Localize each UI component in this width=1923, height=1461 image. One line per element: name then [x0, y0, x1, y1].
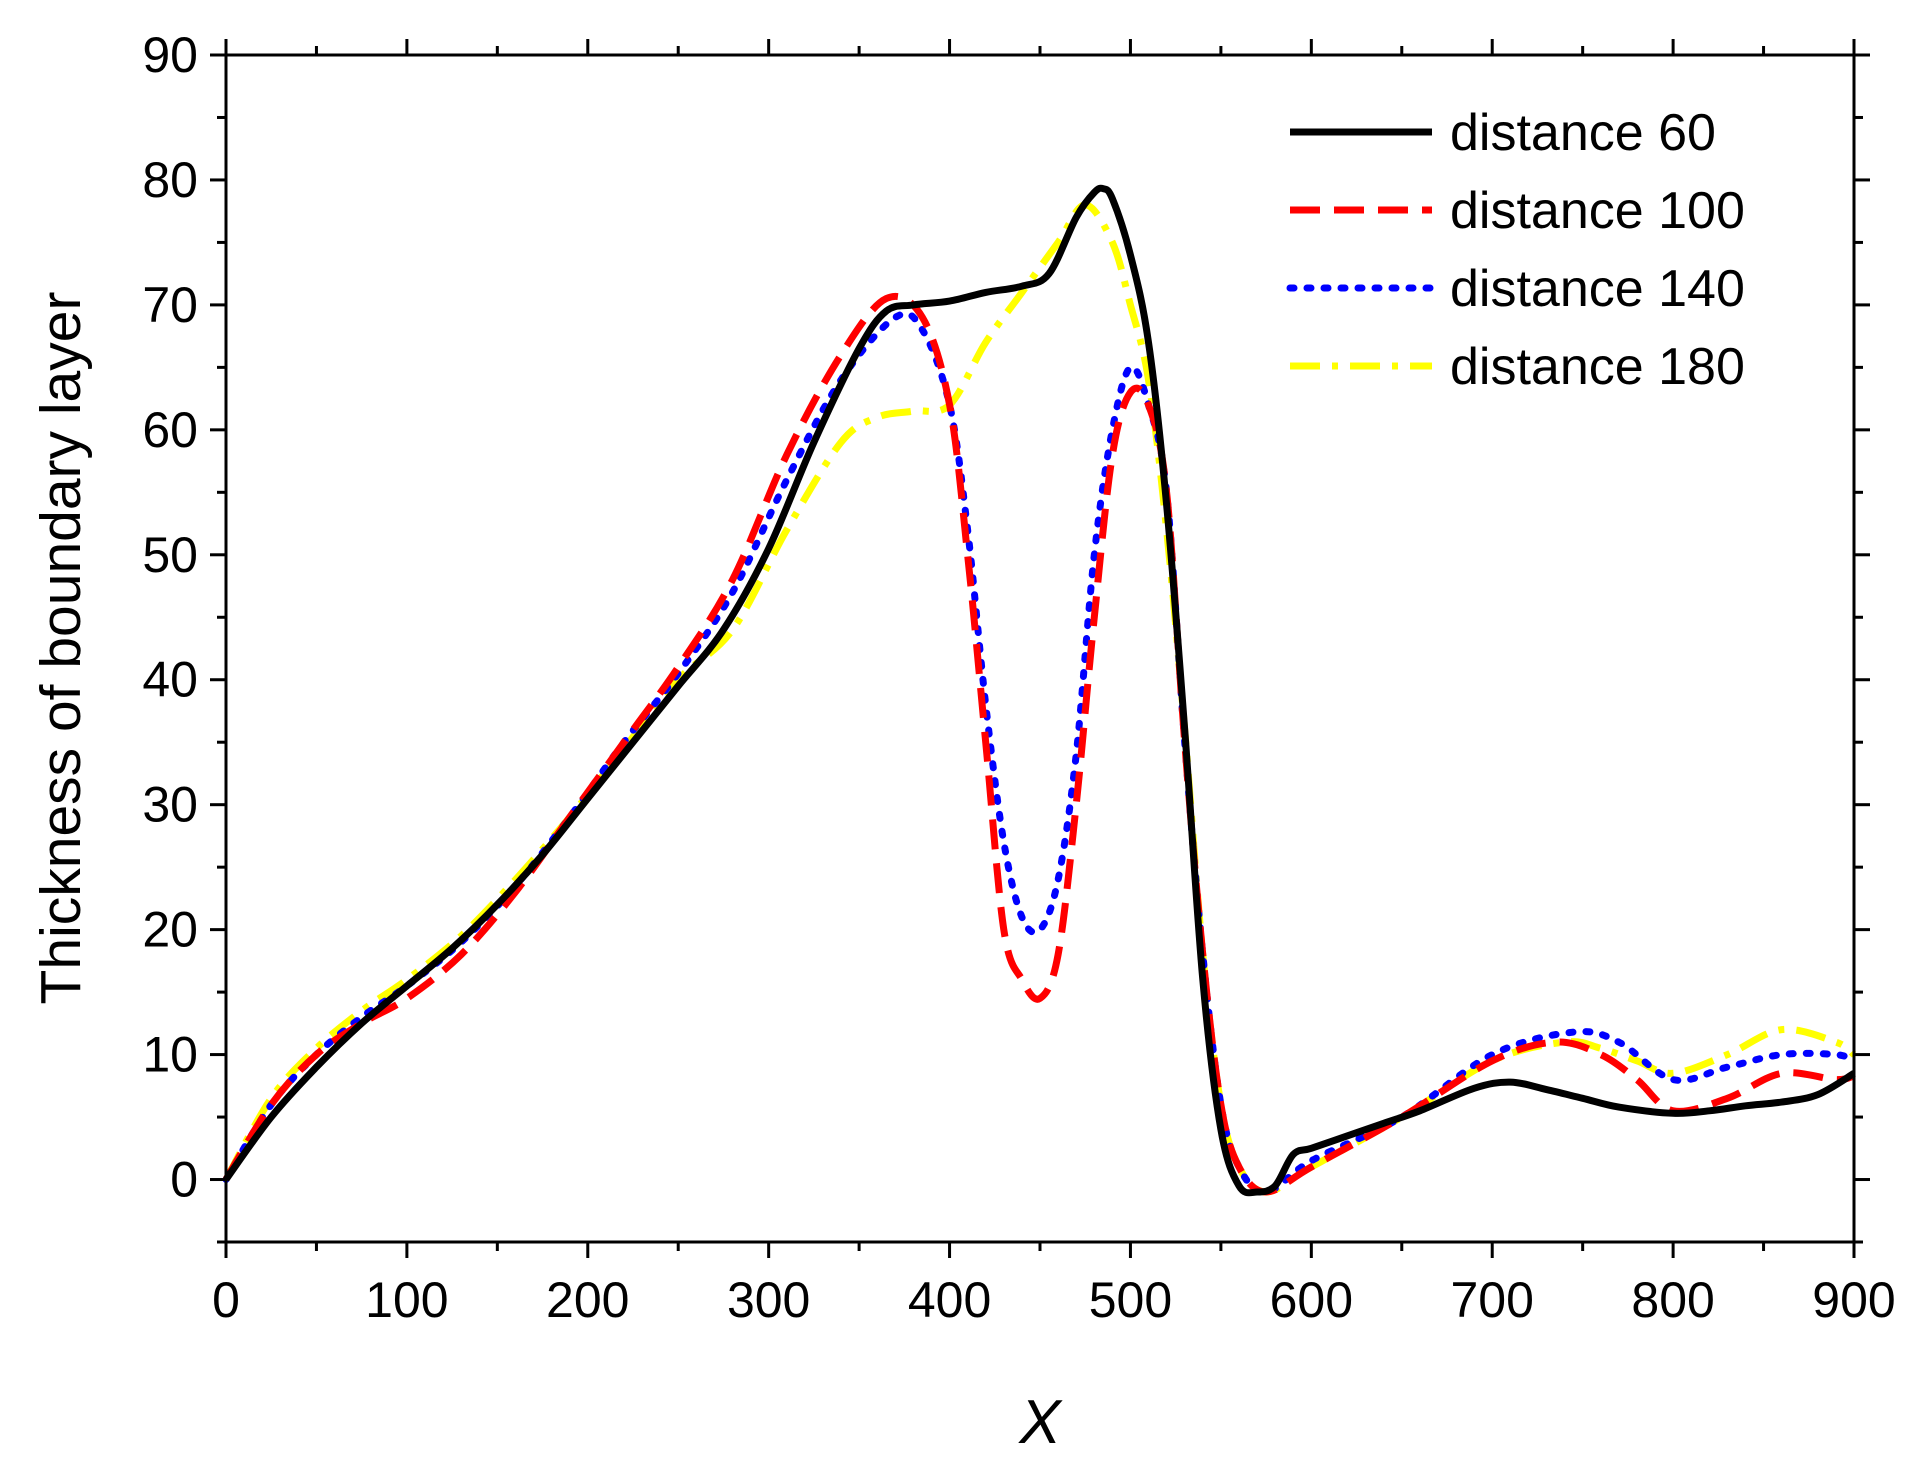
- x-tick-label: 600: [1270, 1272, 1353, 1328]
- x-tick-label: 400: [908, 1272, 991, 1328]
- y-tick-label: 0: [170, 1152, 198, 1208]
- x-tick-label: 800: [1631, 1272, 1714, 1328]
- y-tick-label: 30: [142, 777, 198, 833]
- x-tick-label: 100: [365, 1272, 448, 1328]
- y-tick-label: 70: [142, 277, 198, 333]
- y-axis-title: Thickness of boundary layer: [29, 292, 93, 1005]
- x-tick-label: 500: [1089, 1272, 1172, 1328]
- series-line-distance-60: [223, 184, 1856, 1197]
- legend-label: distance 140: [1450, 260, 1745, 318]
- x-tick-label: 0: [212, 1272, 240, 1328]
- legend-label: distance 100: [1450, 182, 1745, 240]
- series-layer: [222, 184, 1858, 1197]
- y-tick-label: 20: [142, 902, 198, 958]
- ticks-layer: [210, 39, 1870, 1258]
- y-tick-label: 80: [142, 152, 198, 208]
- y-tick-label: 90: [142, 27, 198, 83]
- x-tick-label: 200: [546, 1272, 629, 1328]
- y-tick-label: 60: [142, 402, 198, 458]
- legend-label: distance 180: [1450, 338, 1745, 396]
- y-tick-label: 10: [142, 1027, 198, 1083]
- x-tick-label: 700: [1451, 1272, 1534, 1328]
- tick-labels-layer: 0 100 200 300 400 500 600 700 800 900 0 10 20 30 40 50 6…: [142, 27, 1895, 1328]
- x-axis-title: X: [1017, 1388, 1063, 1457]
- x-tick-label: 300: [727, 1272, 810, 1328]
- x-tick-label: 900: [1812, 1272, 1895, 1328]
- y-tick-label: 50: [142, 527, 198, 583]
- y-tick-label: 40: [142, 652, 198, 708]
- legend: distance 60 distance 100 distance 140 dista…: [1286, 104, 1745, 396]
- legend-label: distance 60: [1450, 104, 1716, 162]
- series-line-distance-100: [222, 292, 1856, 1196]
